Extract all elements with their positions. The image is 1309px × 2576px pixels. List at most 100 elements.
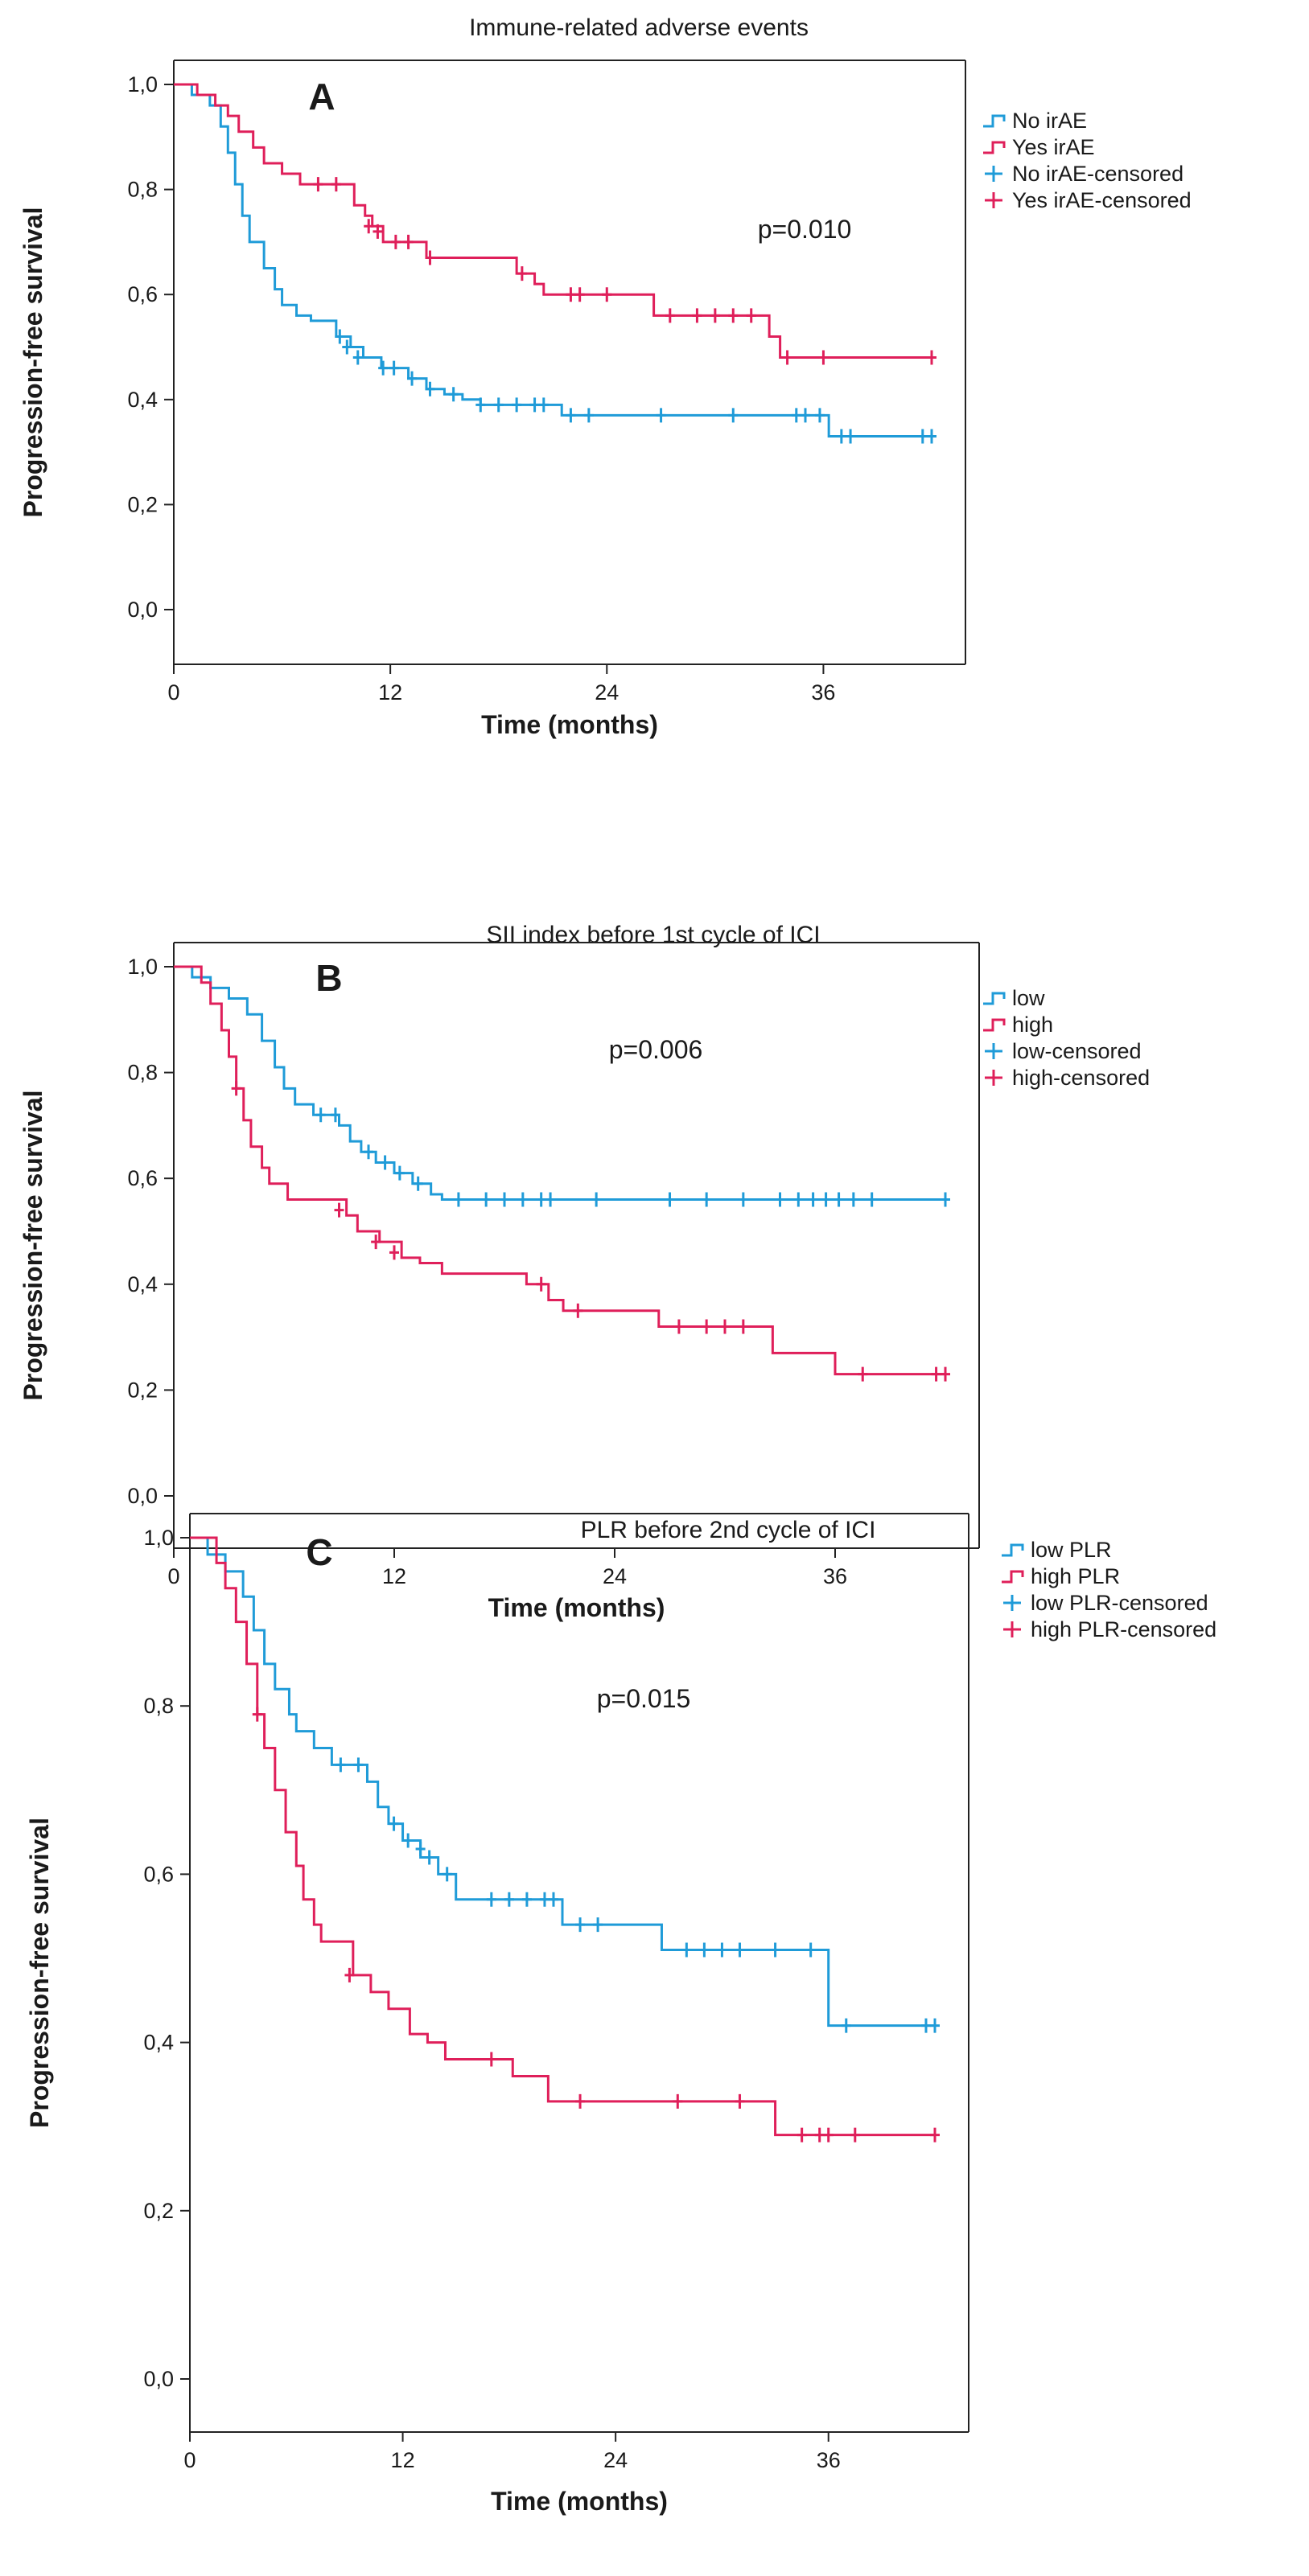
x-axis-title: Time (months) xyxy=(481,710,658,739)
censor-mark xyxy=(539,1892,550,1907)
censor-mark xyxy=(846,429,856,444)
legend-censor-symbol xyxy=(985,192,1002,208)
y-tick-label: 0,2 xyxy=(127,492,158,516)
y-axis-title: Progression-free survival xyxy=(25,1818,54,2128)
y-tick-label: 0,8 xyxy=(127,178,158,202)
y-tick-label: 0,6 xyxy=(127,282,158,306)
censor-mark xyxy=(353,1757,364,1773)
censor-mark xyxy=(231,1081,241,1096)
censor-mark xyxy=(517,1192,528,1207)
panel-label: C xyxy=(306,1531,332,1573)
censor-mark xyxy=(917,429,928,444)
censor-mark xyxy=(573,1303,583,1318)
legend-censor-symbol xyxy=(985,1070,1002,1086)
censor-mark xyxy=(941,1192,950,1207)
legend-label: high PLR-censored xyxy=(1031,1617,1216,1641)
legend-censor-symbol xyxy=(985,1043,1002,1059)
chart-panel-b: SII index before 1st cycle of ICI 0,0 0,2 0… xyxy=(19,922,1150,1622)
censor-mark xyxy=(850,2127,860,2143)
y-tick-label: 0,0 xyxy=(127,598,158,622)
x-tick-label: 12 xyxy=(391,2448,415,2472)
censor-mark xyxy=(673,2093,683,2109)
p-value: p=0.010 xyxy=(758,215,852,244)
x-tick-label: 36 xyxy=(817,2448,841,2472)
censor-mark xyxy=(342,339,352,355)
censor-mark xyxy=(702,1319,712,1334)
legend-censor-symbol xyxy=(1003,1621,1021,1637)
legend-label: low PLR xyxy=(1031,1538,1112,1562)
censor-mark xyxy=(390,234,401,249)
censor-mark xyxy=(836,429,846,444)
censor-mark xyxy=(656,408,666,423)
y-tick-label: 0,6 xyxy=(143,1862,174,1886)
censor-mark xyxy=(529,397,540,413)
censor-mark xyxy=(575,1917,586,1933)
censor-mark xyxy=(602,287,612,302)
y-tick-label: 0,8 xyxy=(143,1694,174,1718)
legend-censor-symbol xyxy=(1003,1595,1021,1611)
y-tick-label: 1,0 xyxy=(127,955,158,979)
censor-mark xyxy=(738,1319,748,1334)
censor-mark xyxy=(797,2127,807,2143)
censor-mark xyxy=(821,1192,831,1207)
legend-line-symbol xyxy=(983,114,1006,128)
chart-title: SII index before 1st cycle of ICI xyxy=(486,922,820,948)
censor-mark xyxy=(735,2093,745,2109)
legend-label: No irAE xyxy=(1012,109,1087,133)
censor-mark xyxy=(702,1192,712,1207)
censor-mark xyxy=(394,1165,405,1181)
censor-mark xyxy=(453,1192,463,1207)
censor-mark xyxy=(481,1192,492,1207)
censor-mark xyxy=(746,308,756,323)
y-tick-label: 0,2 xyxy=(143,2199,174,2223)
legend-line-symbol xyxy=(1002,1543,1024,1557)
censor-mark xyxy=(538,397,549,413)
censor-mark xyxy=(424,1850,434,1865)
legend-label: low-censored xyxy=(1012,1039,1142,1063)
censor-mark xyxy=(403,1833,414,1848)
legend-label: high xyxy=(1012,1013,1053,1037)
censor-mark xyxy=(735,1942,745,1958)
x-tick-label: 36 xyxy=(823,1564,847,1588)
panel-label: A xyxy=(308,76,335,117)
x-tick-label: 12 xyxy=(382,1564,406,1588)
censor-mark xyxy=(775,1192,785,1207)
censor-mark xyxy=(315,1107,326,1123)
censor-mark xyxy=(380,1155,390,1170)
censor-mark xyxy=(665,308,675,323)
censor-mark xyxy=(575,2093,586,2109)
censor-mark xyxy=(475,397,486,413)
x-tick-label: 24 xyxy=(603,1564,627,1588)
censor-mark xyxy=(717,1942,727,1958)
x-tick-label: 24 xyxy=(595,680,619,705)
censor-mark xyxy=(536,1276,546,1292)
censor-mark xyxy=(364,1144,374,1160)
censor-mark xyxy=(517,266,527,281)
censor-mark xyxy=(941,1366,950,1382)
x-axis-title: Time (months) xyxy=(491,2487,668,2516)
censor-mark xyxy=(858,1366,868,1382)
censor-mark xyxy=(548,1892,558,1907)
censor-mark xyxy=(371,1235,381,1250)
censor-mark xyxy=(920,2018,931,2033)
y-axis-title: Progression-free survival xyxy=(19,207,47,518)
legend-label: Yes irAE-censored xyxy=(1012,188,1192,212)
censor-mark xyxy=(500,1192,509,1207)
censor-mark xyxy=(252,1707,262,1722)
km-curve-no-irae xyxy=(174,83,932,438)
panel-label: B xyxy=(315,957,342,999)
censor-mark xyxy=(378,360,389,376)
censor-mark xyxy=(738,1192,748,1207)
x-tick-label: 0 xyxy=(167,1564,179,1588)
legend-label: low PLR-censored xyxy=(1031,1591,1208,1615)
censor-mark xyxy=(504,1892,514,1907)
censor-mark xyxy=(692,308,702,323)
censor-mark xyxy=(521,1892,532,1907)
legend-censor-symbol xyxy=(985,166,1002,182)
censor-mark xyxy=(834,1192,844,1207)
legend-label: No irAE-censored xyxy=(1012,162,1183,186)
legend-line-symbol xyxy=(1002,1570,1024,1584)
censor-mark xyxy=(814,408,825,423)
x-tick-label: 12 xyxy=(378,680,402,705)
censor-mark xyxy=(927,429,936,444)
